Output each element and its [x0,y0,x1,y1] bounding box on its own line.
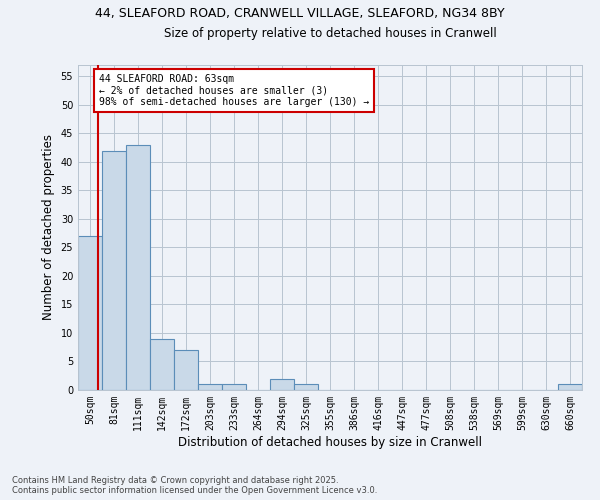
Bar [198,384,222,390]
Title: Size of property relative to detached houses in Cranwell: Size of property relative to detached ho… [164,27,496,40]
Text: 44 SLEAFORD ROAD: 63sqm
← 2% of detached houses are smaller (3)
98% of semi-deta: 44 SLEAFORD ROAD: 63sqm ← 2% of detached… [99,74,370,107]
Bar [270,378,294,390]
Bar [222,384,246,390]
Y-axis label: Number of detached properties: Number of detached properties [42,134,55,320]
Bar [126,145,150,390]
Text: 44, SLEAFORD ROAD, CRANWELL VILLAGE, SLEAFORD, NG34 8BY: 44, SLEAFORD ROAD, CRANWELL VILLAGE, SLE… [95,8,505,20]
Bar [174,350,198,390]
Bar [102,150,126,390]
Bar [150,338,174,390]
Bar [294,384,318,390]
X-axis label: Distribution of detached houses by size in Cranwell: Distribution of detached houses by size … [178,436,482,448]
Text: Contains HM Land Registry data © Crown copyright and database right 2025.
Contai: Contains HM Land Registry data © Crown c… [12,476,377,495]
Bar [558,384,582,390]
Bar [78,236,102,390]
